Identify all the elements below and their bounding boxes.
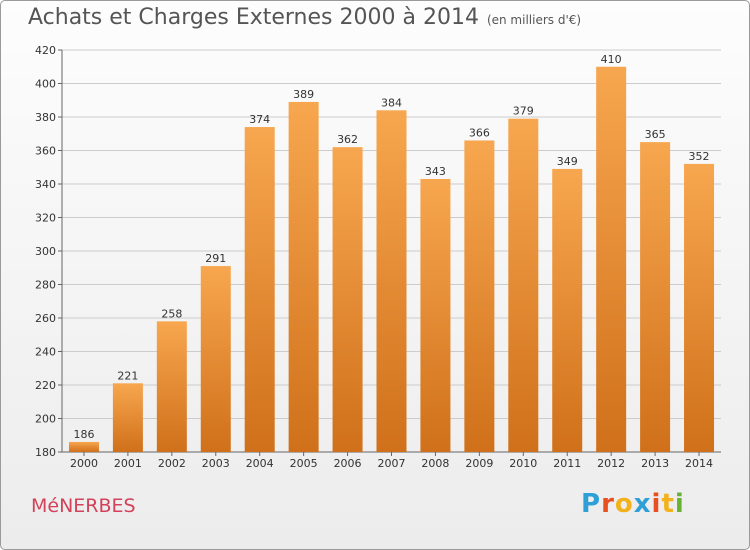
bar-2007 [376, 110, 407, 453]
y-tick-label: 220 [35, 379, 56, 392]
y-tick-label: 300 [35, 245, 56, 258]
y-tick-label: 360 [35, 145, 56, 158]
logo-letter: i [674, 489, 685, 519]
bars [68, 66, 715, 453]
x-tick-label-2012: 2012 [597, 457, 625, 470]
bar-2004 [244, 127, 275, 453]
value-label-2004: 374 [249, 113, 270, 126]
logo-letter: o [614, 489, 634, 519]
bar-2000 [68, 441, 99, 452]
bar-2012 [596, 66, 627, 452]
bar-2013 [640, 142, 671, 452]
y-tick-label: 280 [35, 279, 56, 292]
bar-2002 [156, 321, 187, 452]
bar-chart: 180 200 220 240 260 280 300 320 340 360 380 400 420 1… [35, 44, 721, 470]
logo-letter: i [651, 489, 662, 519]
value-label-2006: 362 [337, 133, 358, 146]
logo-letter: x [633, 489, 652, 519]
title-unit: (en milliers d'€) [486, 13, 582, 27]
y-tick-label: 420 [35, 44, 56, 57]
y-tick-label: 380 [35, 111, 56, 124]
value-label-2000: 186 [73, 428, 94, 441]
logo-letter: r [601, 489, 615, 519]
value-label-2002: 258 [161, 307, 182, 320]
x-tick-label-2008: 2008 [421, 457, 449, 470]
value-label-2003: 291 [205, 252, 226, 265]
x-tick-label-2003: 2003 [202, 457, 230, 470]
value-label-2012: 410 [601, 53, 622, 66]
value-label-2010: 379 [513, 105, 534, 118]
value-label-2013: 365 [645, 128, 666, 141]
value-label-2005: 389 [293, 88, 314, 101]
y-tick-label: 180 [35, 446, 56, 459]
bar-2001 [112, 383, 143, 452]
value-label-2011: 349 [557, 155, 578, 168]
x-tick-label-2011: 2011 [553, 457, 581, 470]
logo-letter: P [581, 489, 602, 519]
x-tick-label-2000: 2000 [70, 457, 98, 470]
bar-2014 [684, 163, 715, 452]
x-tick-label-2014: 2014 [685, 457, 713, 470]
bar-2005 [288, 101, 319, 453]
x-tick-label-2007: 2007 [378, 457, 406, 470]
bar-2006 [332, 147, 363, 452]
x-tick-label-2005: 2005 [290, 457, 318, 470]
x-tick-label-2004: 2004 [246, 457, 274, 470]
x-tick-label-2013: 2013 [641, 457, 669, 470]
bar-2008 [420, 178, 451, 452]
bar-2009 [464, 140, 495, 452]
title-text: Achats et Charges Externes 2000 à 2014 [28, 5, 479, 30]
value-label-2007: 384 [381, 96, 402, 109]
x-tick-label-2009: 2009 [465, 457, 493, 470]
labels: 180 200 220 240 260 280 300 320 340 360 380 400 420 1… [35, 44, 713, 470]
y-tick-label: 200 [35, 413, 56, 426]
bar-2010 [508, 118, 539, 453]
y-tick-label: 260 [35, 312, 56, 325]
y-tick-label: 240 [35, 346, 56, 359]
x-tick-label-2010: 2010 [509, 457, 537, 470]
x-tick-label-2001: 2001 [114, 457, 142, 470]
x-tick-label-2006: 2006 [334, 457, 362, 470]
value-label-2001: 221 [117, 369, 138, 382]
value-label-2009: 366 [469, 126, 490, 139]
bar-2011 [552, 168, 583, 453]
y-tick-label: 340 [35, 178, 56, 191]
value-label-2014: 352 [689, 150, 710, 163]
y-tick-label: 320 [35, 212, 56, 225]
y-tick-label: 400 [35, 78, 56, 91]
commune-name: MéNERBES [31, 495, 136, 517]
value-label-2008: 343 [425, 165, 446, 178]
x-tick-label-2002: 2002 [158, 457, 186, 470]
chart-title: Achats et Charges Externes 2000 à 2014 (e… [28, 5, 581, 30]
logo-letter: t [661, 489, 675, 519]
bar-2003 [200, 266, 231, 452]
proxiti-logo: Proxiti [581, 489, 685, 519]
